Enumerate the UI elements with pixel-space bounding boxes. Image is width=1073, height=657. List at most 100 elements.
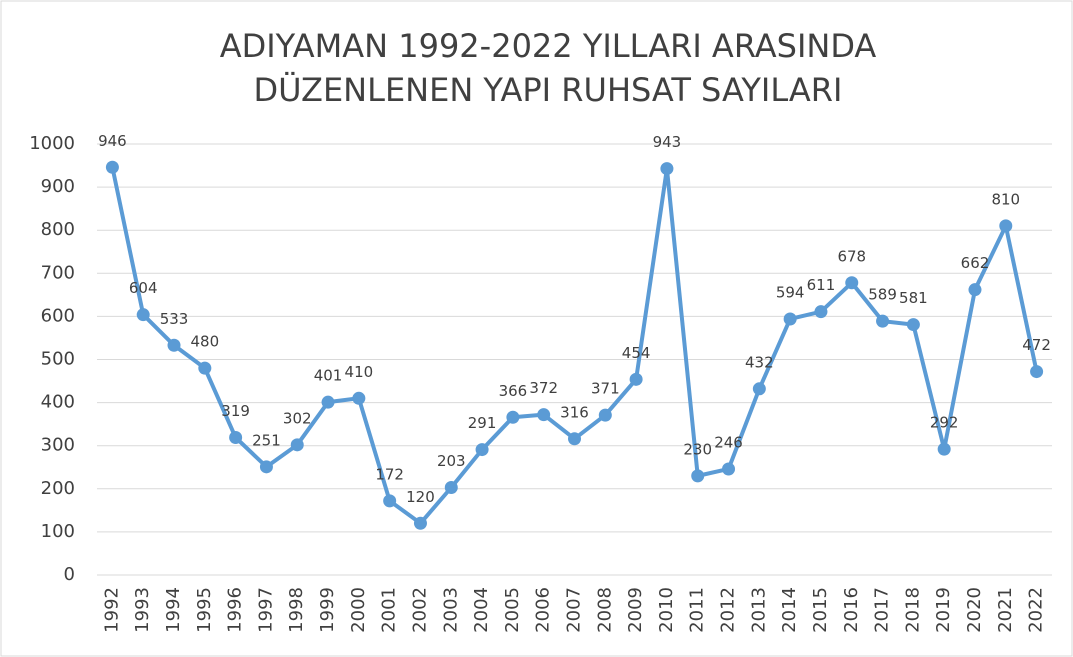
point — [198, 361, 212, 375]
y-tick-label: 100 — [41, 521, 75, 542]
x-tick-label: 1995 — [194, 587, 215, 633]
x-tick-label: 2011 — [687, 587, 708, 633]
point — [968, 283, 982, 297]
point — [383, 494, 397, 508]
y-tick-label: 200 — [41, 478, 75, 499]
x-tick-label: 1998 — [286, 587, 307, 633]
x-tick-label: 2022 — [1026, 587, 1047, 633]
x-tick-label: 2000 — [348, 587, 369, 633]
y-tick-label: 700 — [41, 262, 75, 283]
point — [352, 391, 366, 405]
y-tick-label: 1000 — [29, 133, 75, 154]
data-label: 230 — [683, 440, 712, 458]
data-label: 946 — [98, 132, 127, 150]
point — [814, 305, 828, 319]
x-tick-label: 2005 — [502, 587, 523, 633]
x-tick-label: 2009 — [625, 587, 646, 633]
y-tick-label: 900 — [41, 176, 75, 197]
x-tick-label: 1994 — [163, 587, 184, 633]
point — [845, 276, 859, 290]
x-tick-label: 2012 — [718, 587, 739, 633]
point — [537, 408, 551, 422]
point — [568, 432, 581, 446]
data-label: 472 — [1022, 336, 1051, 354]
point — [259, 460, 273, 474]
point — [937, 442, 951, 456]
x-tick-label: 2016 — [841, 587, 862, 633]
data-label: 316 — [560, 403, 589, 421]
x-tick-label: 2002 — [409, 587, 430, 633]
point — [136, 308, 150, 322]
point — [752, 382, 766, 396]
chart-title: ADIYAMAN 1992-2022 YILLARI ARASINDA — [220, 27, 877, 65]
x-tick-label: 2017 — [872, 587, 893, 633]
point — [876, 314, 890, 328]
y-tick-label: 0 — [64, 564, 75, 585]
point — [167, 338, 181, 352]
point — [722, 462, 736, 476]
x-tick-label: 2010 — [656, 587, 677, 633]
data-label: 432 — [745, 353, 774, 371]
x-tick-label: 2007 — [564, 587, 585, 633]
data-label: 291 — [468, 414, 497, 432]
x-tick-label: 2018 — [902, 587, 923, 633]
point — [1030, 365, 1044, 379]
data-label: 203 — [437, 452, 466, 470]
point — [105, 160, 119, 174]
point — [906, 318, 920, 332]
x-tick-label: 2001 — [379, 587, 400, 633]
x-tick-label: 1993 — [132, 587, 153, 633]
data-label: 302 — [283, 409, 312, 427]
point — [691, 469, 705, 483]
data-label: 292 — [930, 414, 959, 432]
y-tick-label: 500 — [41, 349, 75, 370]
x-tick-label: 1997 — [255, 587, 276, 633]
data-label: 604 — [129, 279, 158, 297]
data-label: 589 — [868, 286, 897, 304]
data-label: 454 — [622, 344, 651, 362]
y-tick-label: 300 — [41, 435, 75, 456]
data-label: 480 — [191, 333, 220, 351]
point — [475, 443, 489, 457]
data-label: 319 — [221, 402, 250, 420]
data-label: 533 — [160, 310, 189, 328]
point — [629, 372, 643, 386]
x-tick-label: 1999 — [317, 587, 338, 633]
point — [506, 410, 520, 424]
point — [598, 408, 612, 422]
chart-title: DÜZENLENEN YAPI RUHSAT SAYILARI — [254, 71, 843, 109]
x-tick-label: 2014 — [779, 587, 800, 633]
x-tick-label: 1992 — [101, 587, 122, 633]
data-label: 611 — [807, 276, 836, 294]
point — [321, 395, 335, 409]
x-tick-label: 2013 — [748, 587, 769, 633]
point — [783, 312, 797, 326]
data-label: 251 — [252, 431, 281, 449]
y-tick-label: 800 — [41, 219, 75, 240]
x-tick-label: 2021 — [995, 587, 1016, 633]
data-label: 678 — [837, 247, 866, 265]
data-label: 810 — [991, 190, 1020, 208]
data-label: 662 — [961, 254, 990, 272]
data-label: 594 — [776, 283, 805, 301]
data-label: 366 — [499, 382, 528, 400]
x-tick-label: 2004 — [471, 587, 492, 633]
data-label: 371 — [591, 380, 620, 398]
point — [444, 481, 458, 495]
x-tick-label: 1996 — [225, 587, 246, 633]
data-label: 410 — [345, 363, 374, 381]
point — [229, 431, 243, 445]
point — [660, 162, 674, 176]
data-label: 943 — [653, 133, 682, 151]
point — [290, 438, 304, 452]
data-label: 372 — [529, 379, 558, 397]
point — [413, 516, 427, 530]
y-tick-label: 600 — [41, 305, 75, 326]
x-tick-label: 2019 — [933, 587, 954, 633]
x-tick-label: 2003 — [440, 587, 461, 633]
x-tick-label: 2015 — [810, 587, 831, 633]
data-label: 401 — [314, 367, 343, 385]
y-tick-label: 400 — [41, 392, 75, 413]
